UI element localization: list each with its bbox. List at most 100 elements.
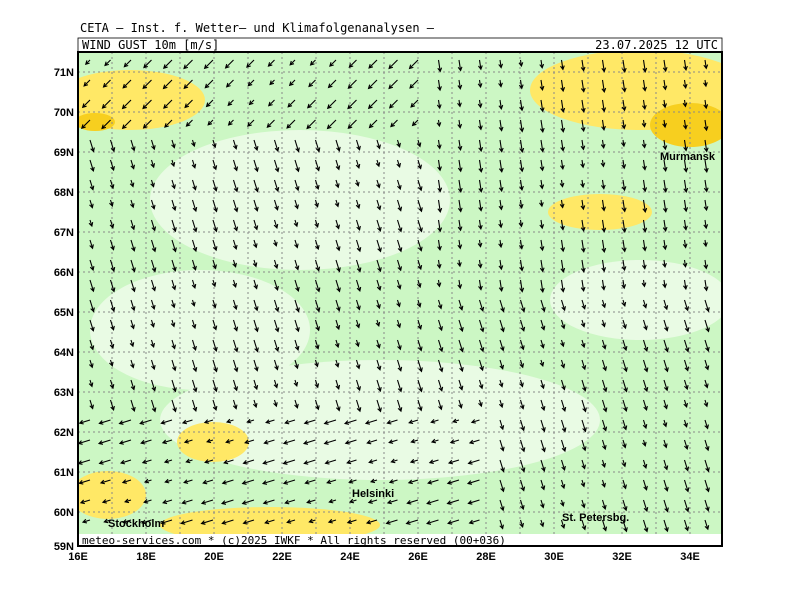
wind-arrow (207, 119, 214, 126)
wind-arrow (171, 299, 176, 309)
wind-arrow (335, 399, 341, 412)
lat-label: 69N (54, 147, 74, 159)
wind-arrow (704, 359, 710, 371)
wind-arrow (601, 199, 606, 212)
lat-label: 71N (54, 67, 74, 79)
wind-arrow (303, 419, 316, 425)
wind-arrow (334, 199, 340, 208)
lon-label: 18E (136, 551, 156, 563)
wind-arrow (273, 179, 280, 193)
wind-arrow (540, 479, 546, 491)
wind-arrow (212, 319, 218, 331)
wind-arrow (103, 518, 111, 524)
wind-arrow (368, 119, 378, 129)
wind-arrow (314, 359, 319, 368)
wind-arrow (725, 260, 729, 270)
wind-arrow (355, 139, 361, 151)
wind-arrow (704, 439, 710, 452)
wind-arrow (109, 299, 116, 313)
wind-arrow (519, 459, 526, 473)
wind-arrow (89, 239, 94, 250)
graticule (78, 52, 722, 546)
wind-arrow (242, 459, 255, 465)
field-name: WIND GUST 10m [m/s] (82, 38, 219, 52)
wind-arrow (662, 419, 668, 428)
wind-arrow (308, 518, 316, 524)
lon-label: 16E (68, 551, 88, 563)
wind-arrow (703, 259, 709, 270)
wind-arrow (519, 359, 525, 369)
wind-arrow (518, 79, 524, 90)
wind-arrow (580, 279, 586, 292)
wind-arrow (288, 79, 296, 87)
wind-arrow (150, 199, 156, 210)
wind-arrow (348, 59, 357, 68)
wind-arrow (621, 199, 627, 213)
wind-arrow (170, 159, 176, 168)
wind-arrow (622, 379, 628, 393)
wind-arrow (724, 220, 728, 226)
wind-arrow (241, 499, 255, 505)
wind-arrow (436, 119, 442, 128)
wind-arrow (499, 499, 505, 512)
wind-arrow (171, 179, 176, 190)
wind-arrow (539, 79, 545, 91)
wind-arrow (205, 99, 214, 108)
wind-arrow (581, 399, 587, 413)
wind-arrow (417, 259, 423, 271)
wind-arrow (160, 419, 173, 425)
wind-arrow (416, 279, 422, 289)
wind-arrow (171, 139, 176, 149)
wind-arrow (335, 379, 341, 390)
wind-arrow (642, 439, 647, 447)
lat-label: 60N (54, 507, 74, 519)
datetime: 23.07.2025 12 UTC (595, 38, 718, 52)
wind-arrow (130, 299, 136, 312)
wind-arrow (683, 519, 690, 532)
wind-arrow (109, 139, 116, 153)
wind-arrow (642, 59, 648, 73)
wind-arrow (267, 99, 275, 107)
wind-arrow (662, 159, 668, 172)
wind-arrow (621, 459, 627, 468)
wind-arrow (683, 179, 689, 193)
wind-arrow (247, 119, 255, 127)
wind-arrow (191, 399, 198, 412)
wind-arrow (725, 180, 729, 190)
wind-arrow (334, 339, 340, 349)
wind-arrow (150, 299, 156, 310)
wind-arrow (726, 340, 730, 350)
wind-arrow (314, 139, 321, 153)
wind-arrow (458, 399, 463, 409)
wind-arrow (334, 359, 340, 368)
wind-arrow (376, 379, 382, 393)
lon-label: 26E (408, 551, 428, 563)
wind-arrow (150, 239, 157, 253)
wind-arrow (355, 319, 361, 329)
wind-arrow (253, 359, 259, 372)
wind-arrow (724, 240, 728, 248)
wind-arrow (457, 279, 463, 290)
wind-arrow (446, 479, 460, 485)
wind-arrow (253, 159, 259, 173)
wind-arrow (478, 59, 483, 71)
wind-arrow (428, 459, 439, 465)
wind-arrow (560, 359, 566, 369)
wind-arrow (185, 458, 193, 464)
wind-arrow (600, 159, 606, 168)
wind-arrow (417, 359, 423, 373)
wind-arrow (581, 439, 587, 452)
wind-arrow (109, 259, 116, 273)
wind-arrow (212, 239, 218, 252)
wind-arrow (84, 59, 91, 66)
wind-arrow (150, 159, 156, 169)
wind-arrow (641, 119, 647, 128)
wind-arrow (580, 239, 586, 253)
wind-arrow (540, 419, 546, 433)
wind-arrow (267, 59, 275, 67)
wind-arrow (252, 399, 258, 409)
wind-arrow (396, 339, 402, 351)
wind-arrow (427, 479, 439, 485)
wind-arrow (253, 339, 259, 353)
wind-arrow (253, 199, 259, 212)
